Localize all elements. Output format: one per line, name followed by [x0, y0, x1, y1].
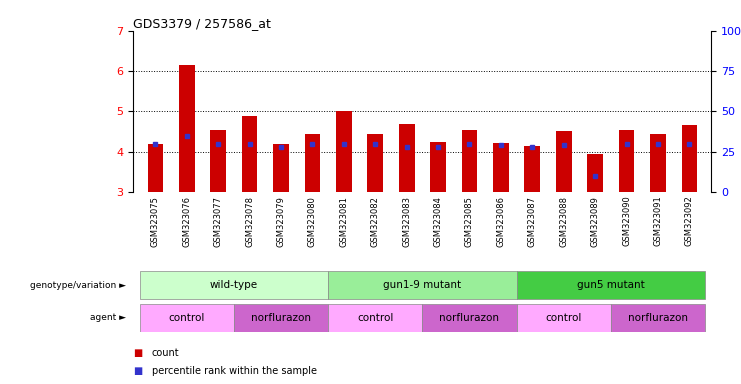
- Text: GSM323085: GSM323085: [465, 196, 474, 247]
- Text: GSM323081: GSM323081: [339, 196, 348, 247]
- Text: control: control: [357, 313, 393, 323]
- Text: GSM323088: GSM323088: [559, 196, 568, 247]
- Text: GSM323075: GSM323075: [151, 196, 160, 247]
- Bar: [431, 142, 446, 192]
- Text: GSM323086: GSM323086: [496, 196, 505, 247]
- Text: gun5 mutant: gun5 mutant: [577, 280, 645, 290]
- Bar: [650, 134, 666, 192]
- Text: gun1-9 mutant: gun1-9 mutant: [383, 280, 462, 290]
- Bar: [234, 304, 328, 332]
- Bar: [611, 304, 705, 332]
- Bar: [619, 129, 634, 192]
- Bar: [147, 144, 163, 192]
- Bar: [273, 144, 289, 192]
- Text: GSM323080: GSM323080: [308, 196, 317, 247]
- Bar: [139, 271, 328, 299]
- Text: GSM323092: GSM323092: [685, 196, 694, 247]
- Text: GSM323083: GSM323083: [402, 196, 411, 247]
- Bar: [368, 134, 383, 192]
- Bar: [139, 304, 234, 332]
- Text: norflurazon: norflurazon: [439, 313, 499, 323]
- Text: ■: ■: [133, 348, 142, 358]
- Text: GDS3379 / 257586_at: GDS3379 / 257586_at: [133, 17, 271, 30]
- Text: GSM323078: GSM323078: [245, 196, 254, 247]
- Bar: [336, 111, 352, 192]
- Text: GSM323084: GSM323084: [433, 196, 442, 247]
- Bar: [516, 304, 611, 332]
- Text: GSM323077: GSM323077: [213, 196, 223, 247]
- Bar: [525, 146, 540, 192]
- Bar: [556, 131, 571, 192]
- Bar: [179, 65, 195, 192]
- Text: GSM323087: GSM323087: [528, 196, 536, 247]
- Bar: [682, 126, 697, 192]
- Text: GSM323079: GSM323079: [276, 196, 285, 247]
- Text: GSM323082: GSM323082: [370, 196, 379, 247]
- Text: genotype/variation ►: genotype/variation ►: [30, 281, 126, 290]
- Text: agent ►: agent ►: [90, 313, 126, 322]
- Bar: [493, 143, 509, 192]
- Text: percentile rank within the sample: percentile rank within the sample: [152, 366, 317, 376]
- Text: count: count: [152, 348, 179, 358]
- Text: norflurazon: norflurazon: [251, 313, 311, 323]
- Text: GSM323091: GSM323091: [654, 196, 662, 247]
- Bar: [242, 116, 257, 192]
- Bar: [328, 304, 422, 332]
- Bar: [305, 134, 320, 192]
- Bar: [462, 129, 477, 192]
- Text: ■: ■: [133, 366, 142, 376]
- Bar: [516, 271, 705, 299]
- Text: control: control: [169, 313, 205, 323]
- Text: GSM323076: GSM323076: [182, 196, 191, 247]
- Bar: [210, 129, 226, 192]
- Text: GSM323089: GSM323089: [591, 196, 599, 247]
- Text: control: control: [545, 313, 582, 323]
- Bar: [399, 124, 414, 192]
- Bar: [328, 271, 516, 299]
- Bar: [422, 304, 516, 332]
- Text: wild-type: wild-type: [210, 280, 258, 290]
- Text: norflurazon: norflurazon: [628, 313, 688, 323]
- Bar: [588, 154, 603, 192]
- Text: GSM323090: GSM323090: [622, 196, 631, 247]
